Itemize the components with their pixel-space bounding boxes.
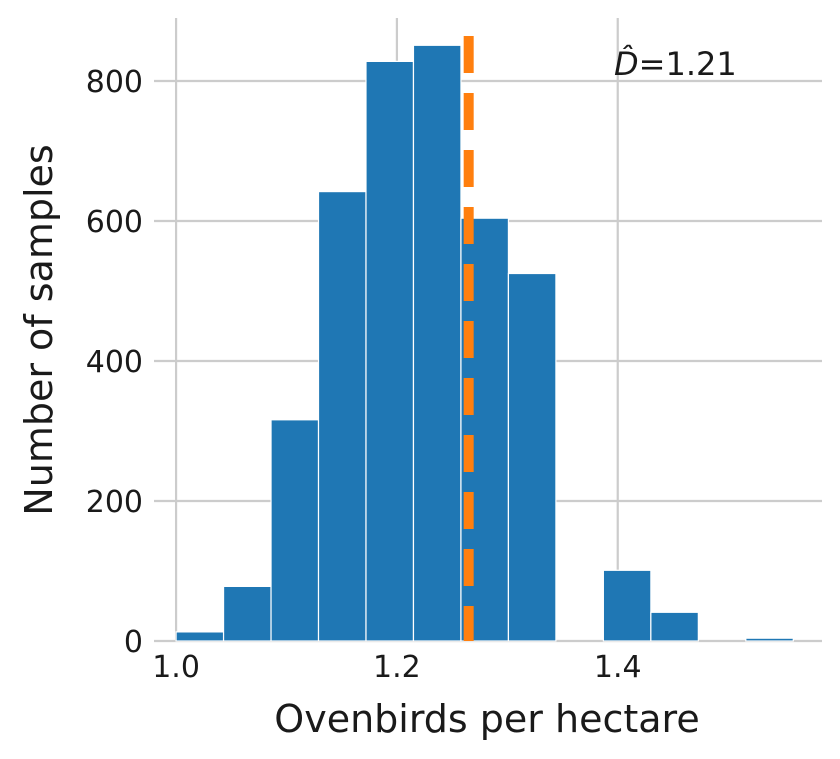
y-tick-label: 600 bbox=[86, 205, 143, 240]
histogram-bar bbox=[175, 631, 225, 642]
x-tick-label: 1.2 bbox=[373, 650, 421, 685]
tick-labels: 0 200 400 600 800 1.0 1.2 1.4 bbox=[86, 65, 642, 685]
histogram-bar bbox=[650, 611, 699, 642]
x-tick-label: 1.0 bbox=[152, 650, 200, 685]
estimate-value: =1.21 bbox=[639, 45, 737, 83]
histogram-bar bbox=[602, 569, 652, 642]
y-axis-label: Number of samples bbox=[17, 144, 61, 515]
histogram-bar bbox=[270, 419, 320, 642]
estimate-annotation: D̂=1.21 bbox=[614, 45, 737, 83]
histogram-bar bbox=[317, 191, 367, 642]
histogram-bar bbox=[745, 637, 794, 642]
x-tick-label: 1.4 bbox=[594, 650, 642, 685]
histogram-bar bbox=[412, 44, 462, 642]
histogram-bars bbox=[175, 44, 794, 642]
histogram-bar bbox=[507, 272, 557, 642]
estimate-symbol: D̂ bbox=[614, 45, 639, 83]
x-axis-label: Ovenbirds per hectare bbox=[274, 697, 699, 741]
y-tick-label: 0 bbox=[124, 625, 143, 660]
histogram-bar bbox=[222, 585, 272, 642]
y-tick-label: 400 bbox=[86, 345, 143, 380]
y-tick-label: 800 bbox=[86, 65, 143, 100]
y-tick-label: 200 bbox=[86, 485, 143, 520]
histogram-bar bbox=[365, 60, 415, 642]
